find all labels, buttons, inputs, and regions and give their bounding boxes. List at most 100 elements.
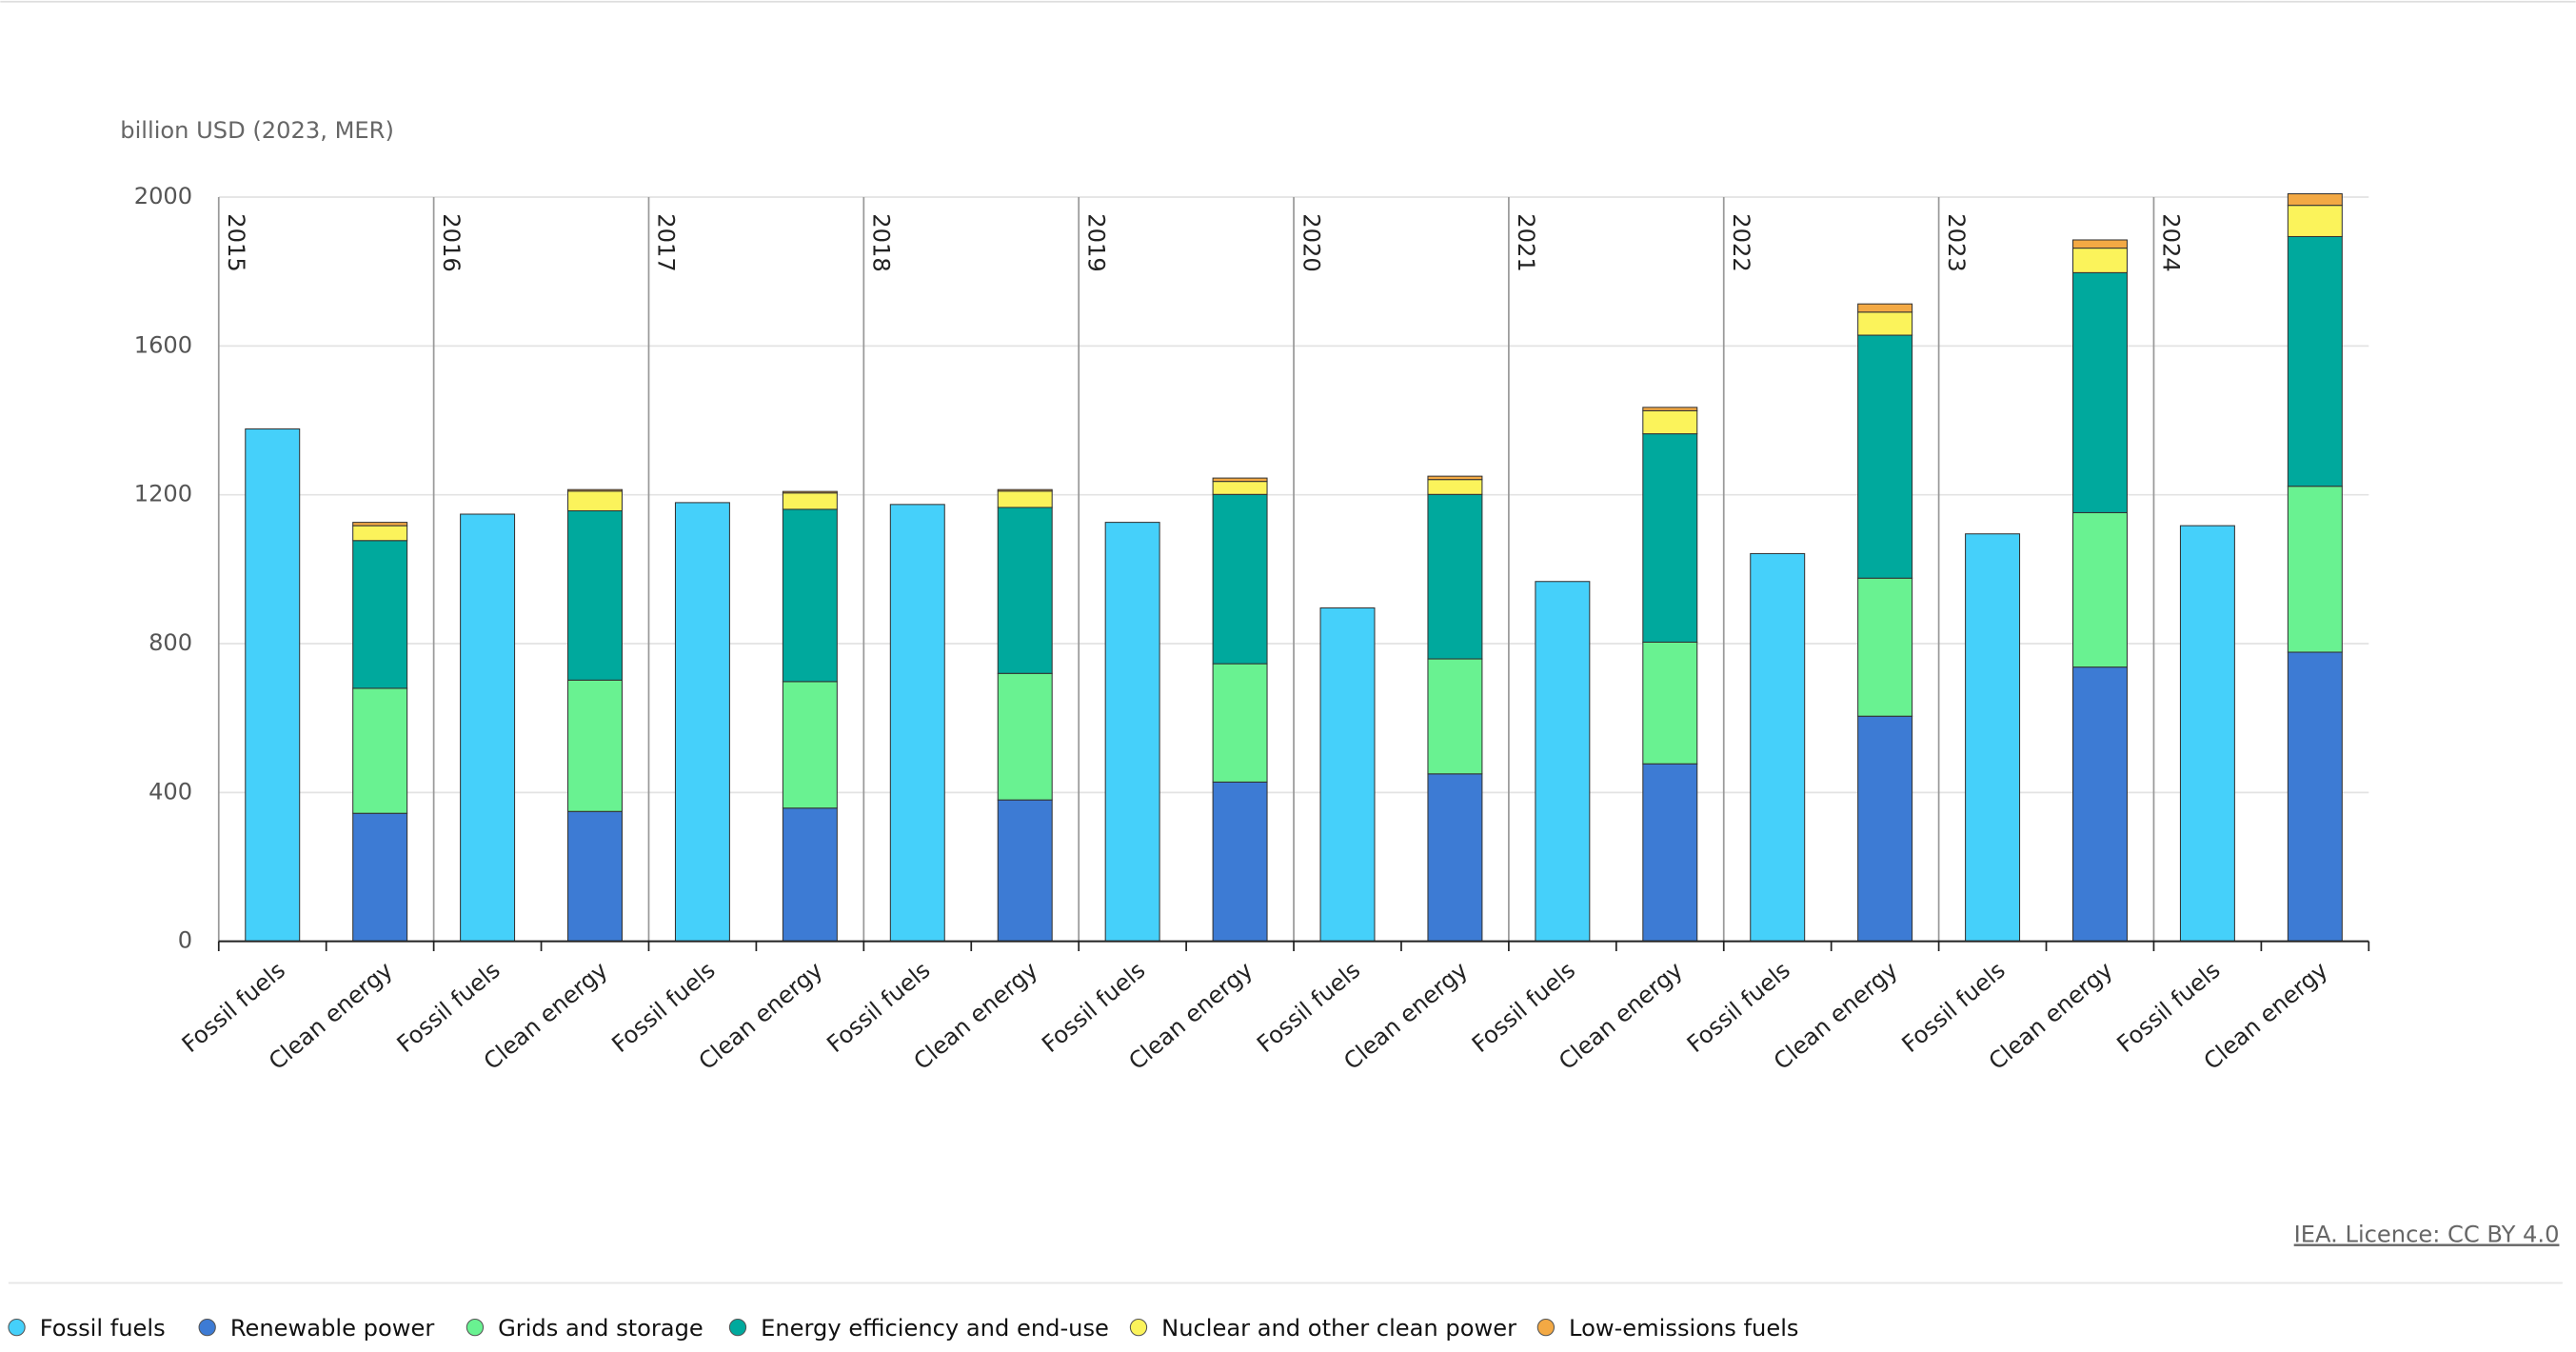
bar-segment bbox=[782, 490, 838, 494]
x-tick-label: Fossil fuels bbox=[1467, 957, 1580, 1058]
bar-segment bbox=[352, 687, 408, 814]
legend-label: Fossil fuels bbox=[40, 1315, 166, 1342]
bar-segment bbox=[567, 679, 623, 812]
legend-label: Energy efficiency and end-use bbox=[761, 1315, 1109, 1342]
bar-segment bbox=[2287, 486, 2343, 653]
x-tick-label: Fossil fuels bbox=[2112, 957, 2226, 1058]
bar-segment bbox=[997, 507, 1053, 674]
bar-segment bbox=[567, 810, 623, 943]
bar-segment bbox=[997, 488, 1053, 492]
bar-segment bbox=[352, 540, 408, 689]
legend-marker bbox=[1129, 1318, 1148, 1337]
group-label: 2024 bbox=[2158, 213, 2185, 271]
group-label: 2015 bbox=[223, 213, 249, 271]
bar-segment bbox=[2287, 651, 2343, 943]
legend-marker bbox=[728, 1318, 747, 1337]
legend-marker bbox=[1536, 1318, 1556, 1337]
bar-segment bbox=[782, 508, 838, 683]
group-label: 2016 bbox=[438, 213, 465, 271]
bar-segment bbox=[997, 799, 1053, 943]
y-axis-label: billion USD (2023, MER) bbox=[120, 117, 394, 144]
bar-segment bbox=[2287, 235, 2343, 487]
y-tick-label: 1600 bbox=[134, 331, 192, 358]
bar-segment bbox=[352, 522, 408, 527]
bar-segment bbox=[1857, 715, 1913, 943]
legend-marker bbox=[8, 1318, 26, 1337]
x-tick-label: Fossil fuels bbox=[1682, 957, 1795, 1058]
bar-segment bbox=[2287, 205, 2343, 237]
bar-segment bbox=[1319, 606, 1376, 943]
y-tick-label: 0 bbox=[178, 927, 192, 954]
bar-segment bbox=[352, 525, 408, 542]
group-label: 2020 bbox=[1298, 213, 1324, 271]
bar-segment bbox=[1427, 475, 1483, 481]
group-label: 2022 bbox=[1728, 213, 1754, 271]
bar-segment bbox=[782, 492, 838, 510]
bar-segment bbox=[1857, 311, 1913, 336]
x-tick-label: Fossil fuels bbox=[1897, 957, 2011, 1058]
bar-segment bbox=[997, 490, 1053, 508]
y-tick-label: 2000 bbox=[134, 183, 192, 209]
bar-segment bbox=[1427, 493, 1483, 660]
x-tick-label: Fossil fuels bbox=[822, 957, 935, 1058]
x-tick-label: Fossil fuels bbox=[177, 957, 290, 1058]
x-tick-label: Fossil fuels bbox=[392, 957, 505, 1058]
source[interactable]: IEA. Licence: CC BY 4.0 bbox=[2294, 1221, 2560, 1247]
group-label: 2017 bbox=[653, 213, 680, 271]
bar-segment bbox=[1642, 763, 1698, 943]
bar-segment bbox=[2072, 511, 2128, 668]
bar-segment bbox=[1535, 581, 1591, 943]
x-tick-label: Fossil fuels bbox=[607, 957, 721, 1058]
legend-marker bbox=[466, 1318, 485, 1337]
group-label: 2021 bbox=[1513, 213, 1539, 271]
bar-segment bbox=[1642, 641, 1698, 765]
x-tick-label: Fossil fuels bbox=[1252, 957, 1365, 1058]
group-label: 2018 bbox=[868, 213, 895, 271]
y-tick-label: 800 bbox=[149, 629, 192, 656]
bar-segment bbox=[1212, 493, 1268, 665]
bar-segment bbox=[1965, 533, 2021, 943]
bar-segment bbox=[2179, 525, 2235, 943]
bar-segment bbox=[1104, 522, 1160, 943]
bar-segment bbox=[997, 672, 1053, 801]
bar-segment bbox=[2072, 271, 2128, 513]
bar-segment bbox=[1642, 433, 1698, 643]
bar-segment bbox=[1212, 781, 1268, 943]
bar-segment bbox=[567, 490, 623, 512]
bar-segment bbox=[782, 807, 838, 943]
group-label: 2023 bbox=[1943, 213, 1970, 271]
bar-segment bbox=[1427, 773, 1483, 943]
legend-label: Nuclear and other clean power bbox=[1161, 1315, 1516, 1342]
bar-segment bbox=[1642, 409, 1698, 435]
bar-segment bbox=[2072, 239, 2128, 249]
group-label: 2019 bbox=[1082, 213, 1109, 271]
legend-label: Low-emissions fuels bbox=[1569, 1315, 1798, 1342]
bar-segment bbox=[2072, 666, 2128, 943]
legend-label: Grids and storage bbox=[498, 1315, 703, 1342]
bar-segment bbox=[1750, 552, 1806, 943]
bar-segment bbox=[1857, 303, 1913, 313]
bar-segment bbox=[1427, 658, 1483, 775]
legend-label: Renewable power bbox=[230, 1315, 434, 1342]
bar-segment bbox=[2072, 248, 2128, 273]
x-tick-label: Fossil fuels bbox=[1037, 957, 1150, 1058]
bar-segment bbox=[245, 427, 301, 943]
bar-segment bbox=[460, 513, 516, 943]
bar-segment bbox=[2287, 193, 2343, 207]
bar-segment bbox=[1212, 663, 1268, 783]
y-tick-label: 400 bbox=[149, 778, 192, 805]
legend-marker bbox=[198, 1318, 216, 1337]
y-tick-label: 1200 bbox=[134, 481, 192, 507]
bar-segment bbox=[782, 681, 838, 809]
bar-segment bbox=[1212, 477, 1268, 483]
bar-segment bbox=[1857, 334, 1913, 579]
bar-segment bbox=[1857, 577, 1913, 717]
bar-segment bbox=[674, 502, 730, 943]
bar-segment bbox=[1642, 407, 1698, 411]
bar-segment bbox=[1427, 479, 1483, 495]
bar-segment bbox=[352, 812, 408, 943]
bar-segment bbox=[889, 504, 945, 943]
bar-segment bbox=[1212, 481, 1268, 495]
bar-segment bbox=[567, 509, 623, 681]
